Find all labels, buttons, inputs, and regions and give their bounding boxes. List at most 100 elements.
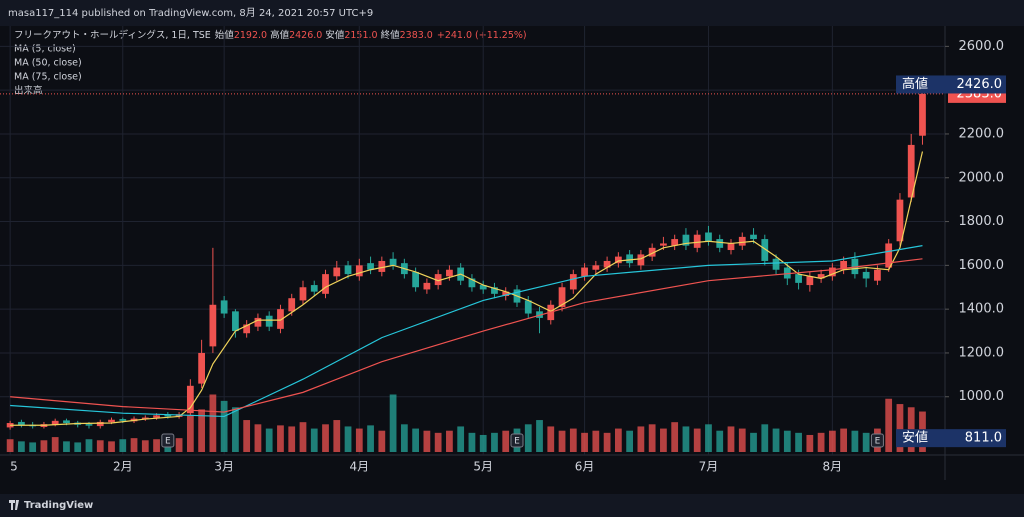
volume-bar xyxy=(536,420,543,452)
indicator-name: MA (50, close) xyxy=(14,58,82,69)
candle-body xyxy=(795,274,802,283)
candle-body xyxy=(265,315,273,327)
volume-bar xyxy=(243,420,251,452)
candle-body xyxy=(51,420,59,425)
volume-bar xyxy=(18,441,25,452)
header-bar xyxy=(0,0,1024,26)
candle-body xyxy=(344,265,352,275)
x-tick-label: 7月 xyxy=(699,460,719,474)
indicator-name: MA (5, close) xyxy=(14,44,76,55)
candle-body xyxy=(828,267,836,277)
volume-bar xyxy=(288,426,296,452)
candle-body xyxy=(434,274,442,286)
y-tick-label: 1800.0 xyxy=(959,214,1005,229)
ohlc-value: 2426.0 xyxy=(289,30,322,41)
candle-body xyxy=(355,265,363,277)
volume-bar xyxy=(817,432,825,452)
volume-bar xyxy=(828,430,836,452)
candle-body xyxy=(423,282,431,290)
candle-body xyxy=(333,267,341,277)
candle-body xyxy=(716,239,724,248)
ohlc-label: 安値 xyxy=(325,29,345,41)
y-tick-label: 1000.0 xyxy=(959,389,1005,404)
volume-bar xyxy=(693,428,701,452)
volume-bar xyxy=(209,394,217,452)
volume-bar xyxy=(153,439,160,452)
candle-body xyxy=(209,304,217,347)
candle-body xyxy=(378,260,386,272)
y-tick-label: 1200.0 xyxy=(959,345,1005,360)
volume-bar xyxy=(119,439,127,452)
x-tick-label: 5月 xyxy=(473,460,493,474)
volume-bar xyxy=(705,424,712,452)
candle-body xyxy=(896,199,904,242)
high-marker-value: 2426.0 xyxy=(957,77,1003,92)
candle-body xyxy=(806,276,814,286)
candle-body xyxy=(750,234,757,240)
volume-bar xyxy=(141,440,149,452)
low-marker-box xyxy=(896,429,1006,448)
volume-bar xyxy=(840,428,848,452)
earnings-label: E xyxy=(875,437,881,447)
candle-body xyxy=(310,285,318,292)
volume-bar xyxy=(198,409,205,452)
volume-bar xyxy=(344,426,352,452)
volume-bar xyxy=(671,422,679,452)
candle-body xyxy=(232,311,239,332)
volume-bar xyxy=(333,420,341,452)
volume-bar xyxy=(581,432,588,452)
volume-bar xyxy=(547,426,555,452)
candle-body xyxy=(524,300,532,314)
volume-bar xyxy=(299,422,307,452)
volume-bar xyxy=(74,442,82,452)
volume-bar xyxy=(772,428,780,452)
candle-body xyxy=(581,267,588,277)
volume-bar xyxy=(96,440,104,452)
change: +241.0 (+11.25%) xyxy=(437,30,527,41)
volume-bar xyxy=(885,398,893,452)
volume-bar xyxy=(648,424,656,452)
volume-bar xyxy=(355,428,363,452)
volume-bar xyxy=(761,424,769,452)
volume-bar xyxy=(738,428,746,452)
volume-bar xyxy=(310,428,318,452)
volume-bar xyxy=(806,434,814,452)
volume-bar xyxy=(626,430,634,452)
earnings-marker xyxy=(870,433,884,448)
volume-bar xyxy=(400,424,408,452)
candle-body xyxy=(626,254,634,264)
candle-body xyxy=(874,269,881,281)
volume-bar xyxy=(603,432,611,452)
y-tick-label: 2200.0 xyxy=(959,126,1005,141)
volume-bar xyxy=(660,428,667,452)
candle-body xyxy=(389,258,397,266)
volume-bar xyxy=(862,432,870,452)
candle-body xyxy=(660,243,667,246)
candle-body xyxy=(862,271,870,279)
candle-body xyxy=(479,285,487,290)
y-tick-label: 1400.0 xyxy=(959,302,1005,317)
volume-bar xyxy=(232,407,239,452)
ma-line xyxy=(10,151,924,426)
candle-body xyxy=(164,414,172,417)
x-tick-label: 5 xyxy=(10,460,18,474)
volume-bar xyxy=(322,424,329,452)
volume-bar xyxy=(637,426,645,452)
volume-bar xyxy=(265,428,273,452)
candle-body xyxy=(322,274,329,294)
candle-body xyxy=(693,234,701,248)
volume-bar xyxy=(479,434,487,452)
volume-bar xyxy=(186,414,194,452)
volume-bar xyxy=(524,424,532,452)
candle-body xyxy=(614,256,622,264)
volume-bar xyxy=(6,439,14,452)
candle-body xyxy=(367,263,374,270)
footer-bar xyxy=(0,494,1024,517)
volume-bar xyxy=(389,394,397,452)
candle-body xyxy=(141,417,149,420)
ohlc-value: 2192.0 xyxy=(234,30,267,41)
volume-bar xyxy=(254,424,262,452)
candle-body xyxy=(705,232,712,242)
candle-body xyxy=(738,236,746,246)
volume-bar xyxy=(446,430,453,452)
